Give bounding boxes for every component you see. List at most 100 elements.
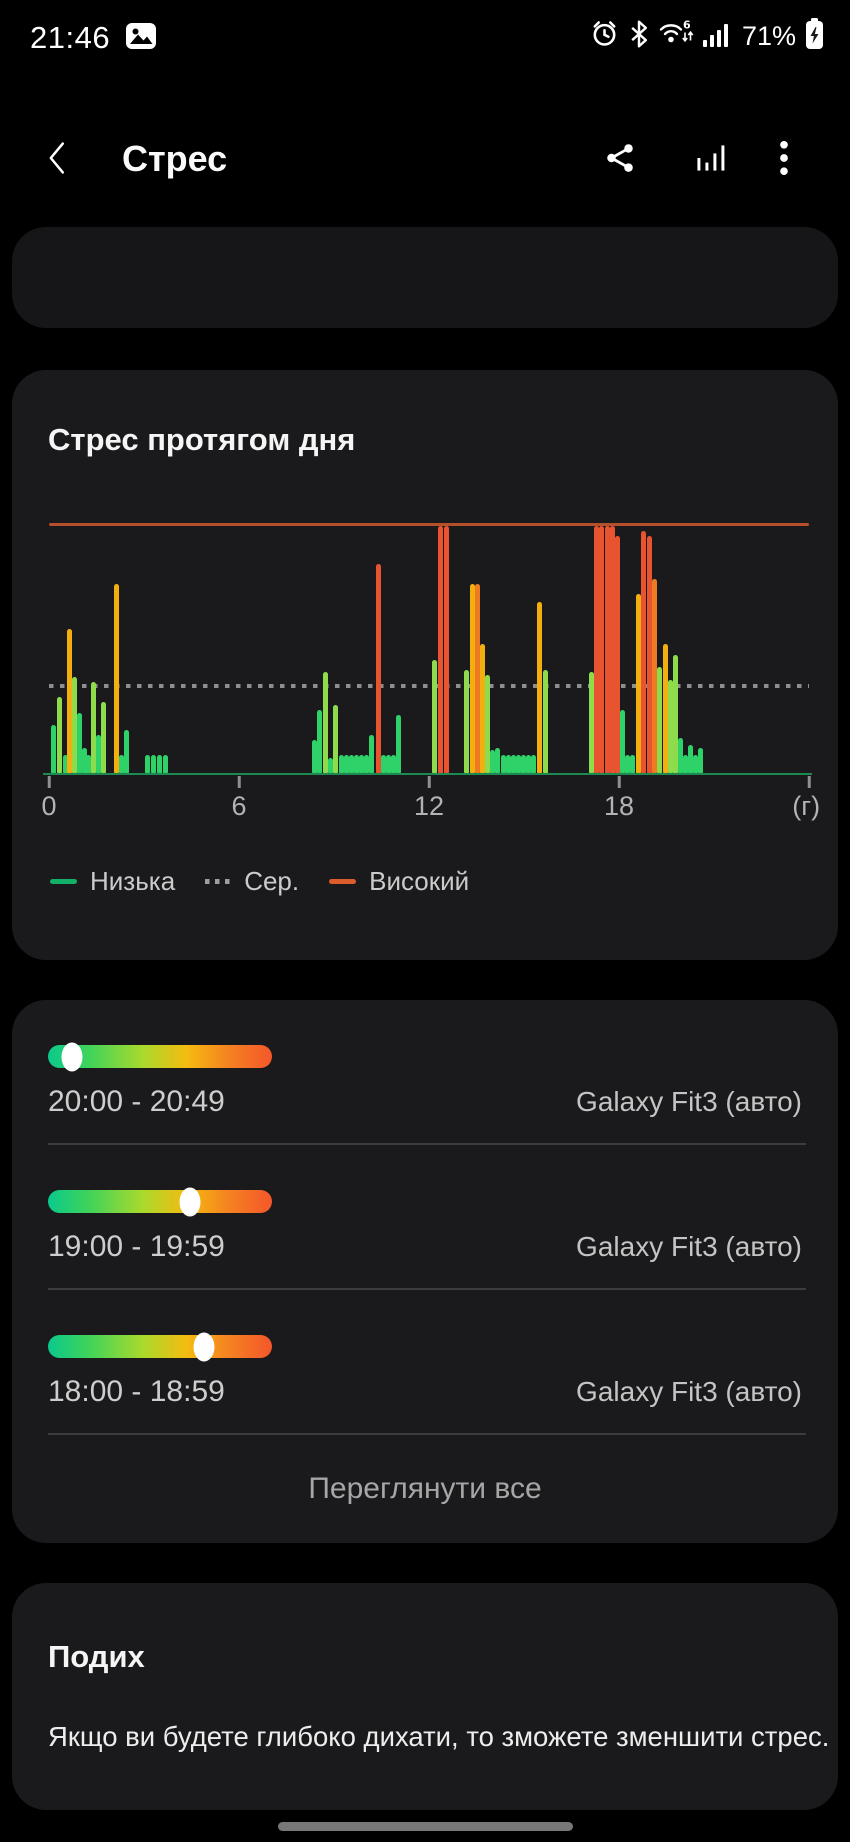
entry-text-line: 19:00 - 19:59 Galaxy Fit3 (авто) xyxy=(48,1230,802,1264)
top-card[interactable] xyxy=(12,227,838,328)
stress-bar xyxy=(678,737,683,773)
stress-bar xyxy=(369,735,374,773)
entry-time-range: 20:00 - 20:49 xyxy=(48,1085,225,1118)
stress-bar xyxy=(480,644,485,773)
stress-day-chart[interactable] xyxy=(43,523,812,775)
stress-bar xyxy=(151,755,156,773)
stress-bar xyxy=(145,755,150,773)
stress-bar xyxy=(688,745,693,773)
stress-bar xyxy=(444,526,449,773)
bar-chart-icon xyxy=(694,141,726,180)
stress-bar xyxy=(521,755,526,773)
stress-bar xyxy=(77,712,82,773)
legend-label: Низька xyxy=(90,866,176,896)
stress-entry-row[interactable]: 20:00 - 20:49 Galaxy Fit3 (авто) xyxy=(12,1000,838,1145)
stress-bar xyxy=(543,669,548,773)
stress-bar xyxy=(641,531,646,773)
stress-bar xyxy=(589,672,594,773)
stress-entry-row[interactable]: 18:00 - 18:59 Galaxy Fit3 (авто) xyxy=(12,1290,838,1435)
chart-baseline xyxy=(43,772,812,775)
stress-bar xyxy=(490,750,495,773)
stress-bar xyxy=(537,601,542,773)
stress-bar xyxy=(594,526,599,773)
x-axis-label: (г) xyxy=(792,791,821,821)
stress-bar xyxy=(354,755,359,773)
stress-entry-rows: 20:00 - 20:49 Galaxy Fit3 (авто) 19:00 - 1… xyxy=(12,1000,838,1435)
stress-bar xyxy=(396,715,401,773)
stress-bar xyxy=(615,536,620,773)
x-axis-tick xyxy=(427,776,431,788)
stress-bar xyxy=(531,755,536,773)
entry-source-device: Galaxy Fit3 (авто) xyxy=(576,1086,802,1117)
chart-max-line xyxy=(49,523,809,526)
stress-bar xyxy=(630,755,635,773)
share-icon xyxy=(603,141,637,180)
entry-source-device: Galaxy Fit3 (авто) xyxy=(576,1231,802,1262)
more-options-button[interactable] xyxy=(765,140,803,180)
x-axis-tick xyxy=(617,776,621,788)
stress-bar xyxy=(610,526,615,773)
stress-bar xyxy=(620,710,625,773)
svg-text:6: 6 xyxy=(683,19,691,32)
back-chevron-icon xyxy=(43,140,73,181)
stress-bar xyxy=(485,674,490,773)
stress-bar xyxy=(657,667,662,773)
wifi-6-icon: 6 xyxy=(658,18,694,54)
stress-bar xyxy=(376,563,381,773)
stress-bar xyxy=(464,669,469,773)
legend-dots-swatch xyxy=(205,879,232,884)
breathing-card[interactable]: Подих Якщо ви будете глибоко дихати, то … xyxy=(12,1583,838,1810)
stress-bar xyxy=(57,697,62,773)
legend-dash-swatch xyxy=(329,878,357,885)
stress-level-gradient-bar xyxy=(48,1187,272,1216)
legend-label: Сер. xyxy=(244,866,300,896)
stress-bar xyxy=(163,755,168,773)
bluetooth-icon xyxy=(629,19,649,54)
stress-bar xyxy=(668,679,673,773)
page-title: Стрес xyxy=(122,138,228,179)
stress-entries-card: 20:00 - 20:49 Galaxy Fit3 (авто) 19:00 - 1… xyxy=(12,1000,838,1543)
stress-bar xyxy=(391,755,396,773)
stress-bar xyxy=(339,755,344,773)
stress-bar xyxy=(317,710,322,773)
stress-level-indicator xyxy=(179,1187,201,1216)
entry-text-line: 18:00 - 18:59 Galaxy Fit3 (авто) xyxy=(48,1375,802,1409)
signal-icon xyxy=(702,20,730,53)
battery-charging-icon xyxy=(805,18,824,54)
status-bar: 21:46 6 71% xyxy=(0,0,850,62)
stress-bar xyxy=(526,755,531,773)
stress-bar xyxy=(386,755,391,773)
stress-bar xyxy=(698,747,703,773)
stress-bar xyxy=(312,740,317,773)
stress-bar xyxy=(381,755,386,773)
legend-item: Високий xyxy=(329,866,469,897)
view-all-button[interactable]: Переглянути все xyxy=(12,1433,838,1543)
legend-label: Високий xyxy=(369,866,470,896)
stress-bar xyxy=(101,702,106,773)
back-button[interactable] xyxy=(40,140,76,180)
stress-bar xyxy=(63,755,68,773)
stress-bar xyxy=(652,578,657,773)
stress-bar xyxy=(72,677,77,773)
chart-legend: Низька Сер. Високий xyxy=(50,866,469,897)
stress-bar xyxy=(501,755,506,773)
stress-bar xyxy=(91,682,96,773)
stress-bar xyxy=(349,755,354,773)
row-divider xyxy=(48,1433,806,1435)
chart-card-title: Стрес протягом дня xyxy=(48,422,356,457)
stress-bar xyxy=(636,594,641,773)
stress-bar xyxy=(605,526,610,773)
share-button[interactable] xyxy=(601,140,639,180)
stress-bar xyxy=(599,526,604,773)
legend-item: Низька xyxy=(50,866,175,897)
home-indicator[interactable] xyxy=(278,1822,573,1831)
x-axis-tick xyxy=(237,776,241,788)
bar-chart-button[interactable] xyxy=(691,140,729,180)
stress-bar xyxy=(359,755,364,773)
x-axis-ticks xyxy=(47,775,811,789)
header: Стрес xyxy=(0,120,850,196)
stress-bar xyxy=(323,672,328,773)
stress-bar xyxy=(328,757,333,773)
stress-entry-row[interactable]: 19:00 - 19:59 Galaxy Fit3 (авто) xyxy=(12,1145,838,1290)
